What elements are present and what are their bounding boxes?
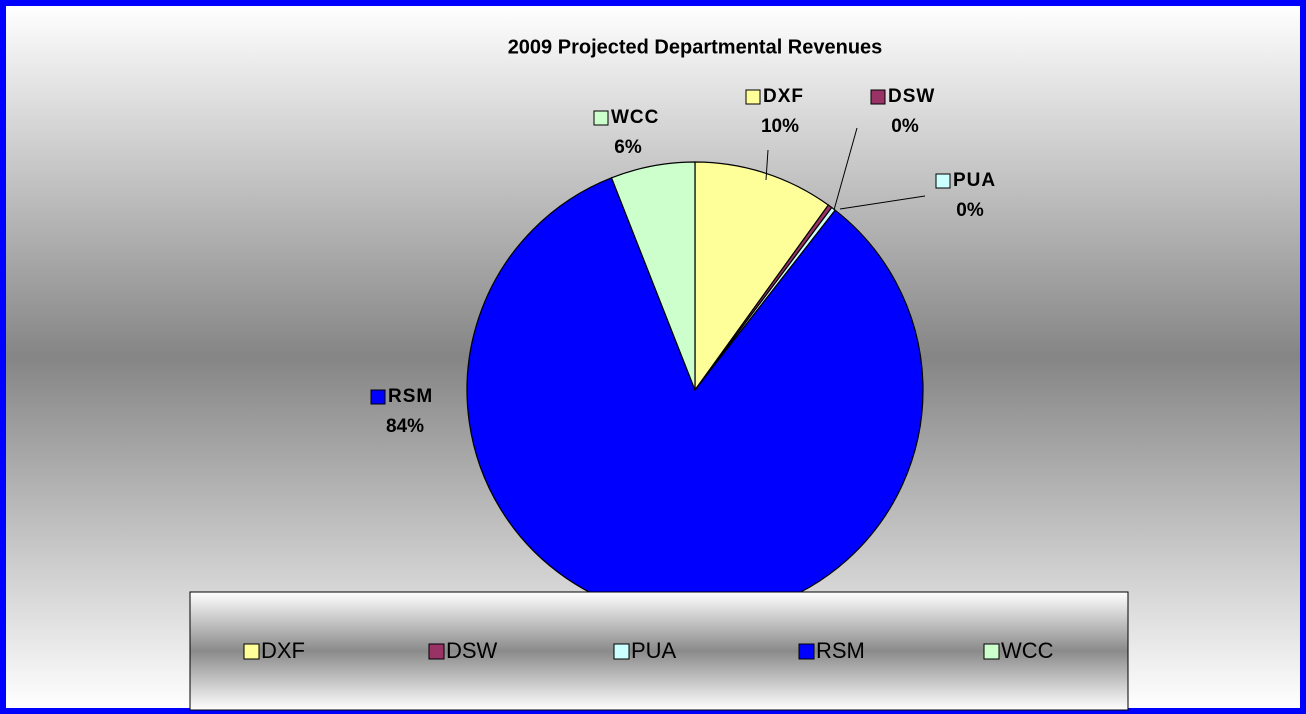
data-label-value: 84%	[386, 416, 424, 437]
legend-label: DSW	[446, 638, 498, 663]
label-swatch	[370, 389, 386, 405]
legend-label: WCC	[1001, 638, 1054, 663]
leader-line	[765, 149, 769, 181]
pie	[466, 161, 924, 619]
data-label-value: 10%	[761, 116, 799, 137]
legend-label: DXF	[261, 638, 305, 663]
label-swatch	[870, 89, 886, 105]
data-label-value: 0%	[956, 200, 984, 221]
legend-label: RSM	[816, 638, 865, 663]
legend-swatch	[243, 643, 260, 660]
legend-swatch	[613, 643, 630, 660]
leader-line	[839, 195, 926, 210]
legend-label: PUA	[631, 638, 677, 663]
data-label-value: 0%	[891, 116, 919, 137]
legend-swatch	[428, 643, 445, 660]
data-label-name: PUA	[953, 170, 996, 191]
legend: DXF DSW PUA RSM WCC	[243, 638, 1054, 663]
data-label-name: DXF	[763, 86, 804, 107]
pie-slice	[694, 161, 830, 392]
legend-box	[189, 591, 1129, 711]
data-label-name: WCC	[611, 107, 659, 128]
legend-swatch	[798, 643, 815, 660]
legend-swatch	[983, 643, 1000, 660]
data-label-value: 6%	[614, 137, 642, 158]
label-swatch	[593, 110, 609, 126]
pie-slice	[610, 161, 696, 391]
label-swatch	[935, 173, 951, 189]
leader-line	[833, 127, 858, 211]
data-labels: DXF 10% DSW 0% PUA 0% RSM 84% WCC 6%	[370, 86, 996, 437]
chart-title: 2009 Projected Departmental Revenues	[508, 36, 883, 58]
label-swatch	[745, 89, 761, 105]
data-label-name: RSM	[388, 386, 433, 407]
data-label-name: DSW	[888, 86, 935, 107]
